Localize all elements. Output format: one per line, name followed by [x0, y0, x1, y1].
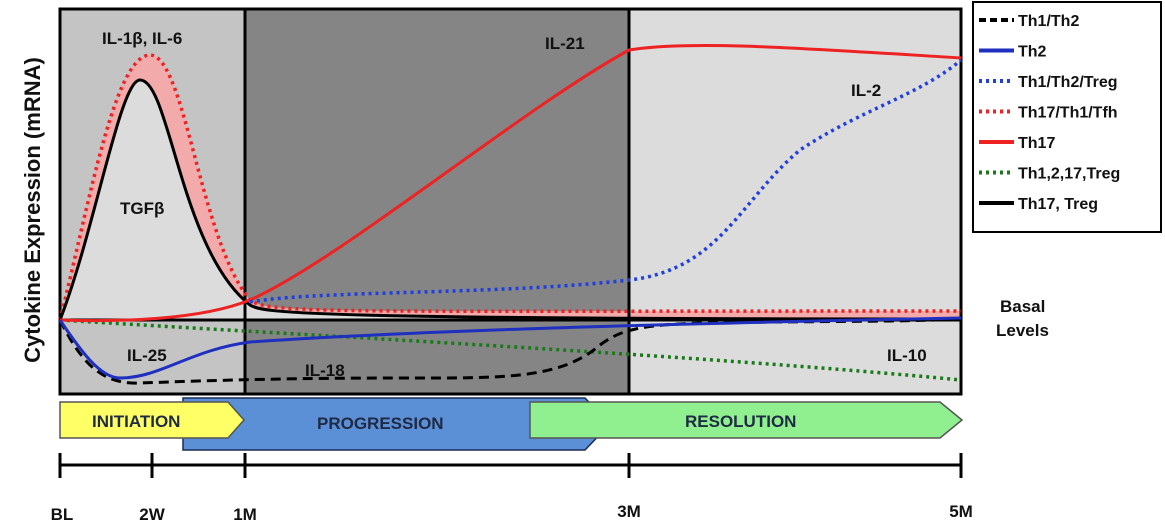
- basal-label-line1: Basal: [1000, 297, 1045, 316]
- phase-resolution-label: RESOLUTION: [685, 412, 796, 431]
- tick-label-bl: BL: [51, 505, 74, 524]
- curve-th17-treg: [58, 78, 962, 321]
- tick-label-3m: 3M: [617, 502, 641, 521]
- phase-initiation-label: INITIATION: [92, 412, 180, 431]
- legend-label: Th17: [1018, 135, 1055, 152]
- legend-box: [972, 1, 1162, 233]
- legend-label: Th1,2,17,Treg: [1018, 166, 1120, 183]
- phase-arrows: INITIATION PROGRESSION RESOLUTION: [59, 397, 964, 451]
- legend-label: Th1/Th2: [1018, 13, 1079, 30]
- resolution-arrow: [529, 401, 964, 439]
- curve-th1-th2-treg: [249, 58, 963, 304]
- tick-label-2w: 2W: [139, 505, 165, 524]
- annotation-il10: IL-10: [887, 346, 927, 365]
- initiation-arrow: [59, 401, 246, 439]
- curves: [58, 43, 963, 385]
- y-axis-label: Cytokine Expression (mRNA): [20, 57, 45, 363]
- annotation-il21: IL-21: [545, 34, 585, 53]
- curve-th17: [59, 43, 962, 323]
- legend-label: Th1/Th2/Treg: [1018, 74, 1118, 91]
- progression-panel: [245, 9, 629, 394]
- plot-area: [60, 9, 961, 394]
- tick-label-1m: 1M: [233, 505, 257, 524]
- legend: Th1/Th2 Th2 Th1/Th2/Treg Th17/Th1/Tfh Th17 Th…: [972, 1, 1162, 233]
- annotation-tgfb: TGFβ: [120, 199, 164, 218]
- legend-label: Th17/Th1/Tfh: [1018, 105, 1118, 122]
- legend-label: Th17, Treg: [1018, 196, 1098, 213]
- basal-label-line2: Levels: [996, 321, 1049, 340]
- timeline: [58, 453, 963, 478]
- resolution-panel: [629, 9, 961, 394]
- tgfb-area: [60, 80, 961, 320]
- tick-label-5m: 5M: [949, 502, 973, 521]
- curve-th2: [58, 316, 962, 380]
- annotation-il18: IL-18: [305, 361, 345, 380]
- phase-progression-label: PROGRESSION: [317, 414, 444, 433]
- annotation-il2: IL-2: [851, 81, 881, 100]
- legend-label: Th2: [1018, 44, 1047, 61]
- annotation-il25: IL-25: [127, 346, 167, 365]
- curve-th1-2-17-treg: [59, 318, 962, 382]
- curve-th17-th1-tfh: [58, 53, 962, 321]
- annotation-il1b-il6: IL-1β, IL-6: [102, 29, 182, 48]
